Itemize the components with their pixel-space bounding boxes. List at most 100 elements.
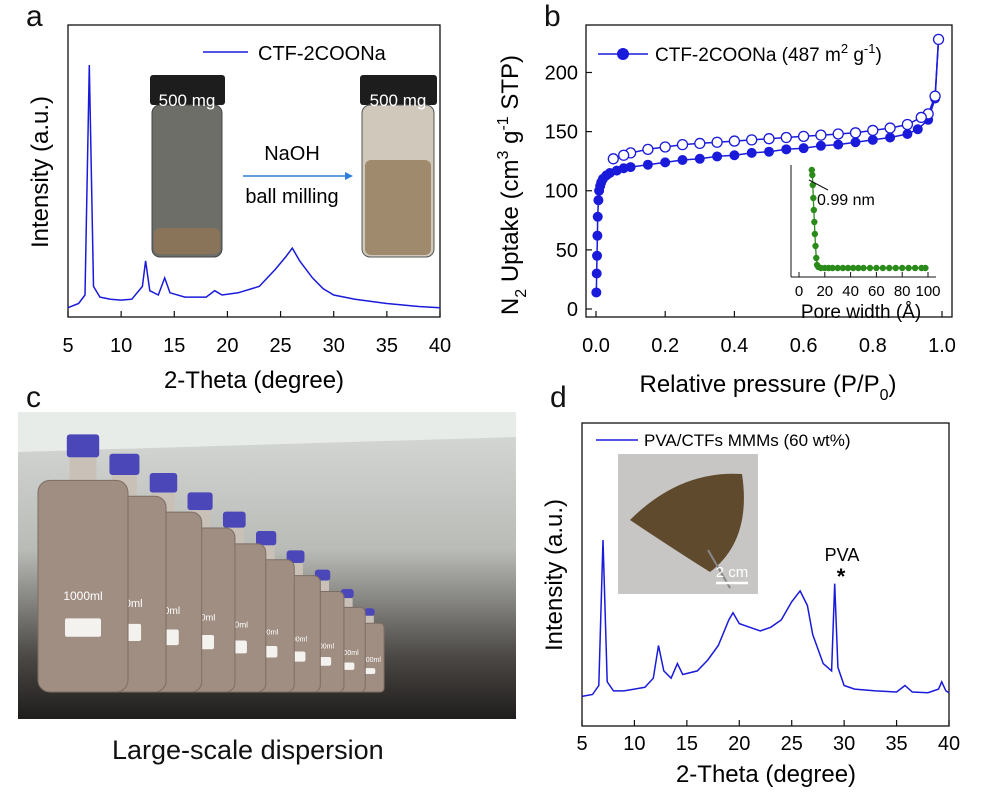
bottle-body	[37, 479, 129, 693]
bottle-volume-label: 1000ml	[284, 636, 307, 643]
adsorption-point	[592, 211, 603, 222]
inset-point	[812, 242, 819, 250]
adsorption-point	[746, 147, 757, 158]
adsorption-point	[625, 162, 636, 173]
arrow-label-ball-milling: ball milling	[245, 186, 338, 208]
inset-x-tick-label: 40	[842, 283, 859, 300]
inset-point	[811, 230, 819, 238]
bottle-cap	[286, 550, 305, 563]
arrow-label-naoh: NaOH	[264, 143, 320, 165]
inset-membrane-photo: 2 cm	[618, 454, 758, 594]
desorption-point	[884, 122, 896, 134]
y-tick-label: 0	[567, 299, 578, 321]
inset-x-tick-label: 80	[894, 283, 911, 300]
desorption-point	[694, 137, 706, 150]
legend-swatch-marker-b	[617, 48, 629, 60]
inset-point	[866, 264, 874, 272]
desorption-point	[849, 127, 862, 139]
bottle-cap	[149, 473, 178, 493]
y-tick-label: 150	[545, 122, 578, 144]
adsorption-point	[660, 157, 671, 168]
bottle-label-patch	[65, 618, 101, 637]
inset-point	[839, 264, 847, 272]
series-line-ctf-2coona	[67, 64, 441, 309]
panel-letter-d: d	[550, 381, 567, 414]
adsorption-point	[912, 124, 923, 135]
panel-letter-a: a	[26, 0, 43, 33]
desorption-point	[867, 124, 879, 137]
inset-x-tick-label: 60	[868, 283, 885, 300]
vial-body-left	[151, 104, 223, 258]
adsorption-point	[642, 159, 653, 170]
bottle-neck	[341, 598, 353, 608]
inset-point	[899, 264, 906, 272]
axes-frame-b	[585, 24, 953, 318]
adsorption-point	[885, 132, 896, 143]
adsorption-point	[593, 195, 604, 206]
x-tick-label: 5	[62, 335, 73, 357]
desorption-point	[676, 138, 689, 151]
adsorption-point	[798, 143, 809, 154]
chart-d: 5 10 15 20 25 30 35 40 PVA/CTFs MMMs (60 wt%) 2…	[541, 422, 960, 788]
desorption-point	[797, 130, 810, 142]
bottle-volume-label: 1000ml	[63, 589, 102, 603]
desorption-point	[728, 135, 741, 147]
adsorption-point	[815, 140, 826, 151]
axes-frame-d	[581, 422, 950, 727]
x-tick-label: 35	[885, 733, 907, 755]
membrane-film	[630, 473, 744, 572]
x-tick-label: 10	[110, 335, 132, 357]
annotation-arrow	[808, 179, 829, 191]
inset-point	[834, 264, 841, 272]
inset-point	[911, 264, 919, 272]
x-tick-label: 40	[938, 733, 960, 755]
bottle-neck	[365, 615, 374, 624]
chart-a: 5 10 15 20 25 30 35 40 CTF-2COONa 2-Theta (degr…	[27, 24, 451, 394]
bottle-row: 1000ml1000ml1000ml1000ml1000ml1000ml1000…	[37, 434, 385, 693]
desorption-point	[901, 118, 914, 131]
x-tick-label: 40	[429, 335, 451, 357]
tweezers	[707, 549, 731, 589]
x-tick-label: 30	[323, 335, 345, 357]
inset-point	[811, 218, 818, 226]
desorption-point	[763, 133, 775, 145]
x-ticks-a: 5 10 15 20 25 30 35 40	[62, 311, 451, 357]
bottle-cap	[222, 511, 246, 528]
vial-cap-left	[150, 75, 225, 105]
axes-frame-a	[67, 24, 441, 318]
vial-cap-right	[360, 75, 437, 105]
series-line-pva-ctfs	[581, 539, 950, 698]
inset-point	[849, 264, 857, 272]
inset-x-ticks: 0 20 40 60 80 100	[795, 272, 941, 300]
adsorption-point	[764, 146, 774, 157]
adsorption-point	[833, 139, 844, 150]
inset-point	[860, 264, 867, 272]
x-tick-label: 0.0	[582, 335, 610, 357]
scale-bar-label: 2 cm	[716, 564, 749, 581]
inset-vial-right: 500 mg	[360, 75, 437, 258]
x-tick-label: 15	[163, 335, 185, 357]
adsorption-point	[712, 151, 723, 162]
vial-label-left: 500 mg	[159, 91, 216, 110]
pva-peak-marker: *	[837, 564, 846, 589]
desorption-point	[915, 111, 927, 124]
inset-x-tick-label: 20	[816, 283, 833, 300]
vial-powder-right	[365, 160, 431, 255]
inset-point	[855, 264, 862, 272]
adsorption-point	[592, 230, 603, 241]
x-tick-label: 1.0	[928, 335, 956, 357]
inset-x-tick-label: 0	[795, 283, 803, 300]
bottle-cap	[66, 434, 100, 458]
inset-point	[905, 264, 912, 272]
lab-shelf	[18, 412, 516, 452]
inset-point	[829, 264, 836, 272]
adsorption-point	[867, 134, 878, 145]
inset-point	[886, 264, 893, 272]
desorption-point	[642, 143, 654, 155]
bottle-neck	[69, 457, 97, 481]
x-tick-label: 10	[623, 733, 645, 755]
adsorption-point	[902, 128, 913, 139]
adsorption-points	[591, 34, 944, 298]
photo-bottles: 1000ml1000ml1000ml1000ml1000ml1000ml1000…	[18, 412, 516, 719]
